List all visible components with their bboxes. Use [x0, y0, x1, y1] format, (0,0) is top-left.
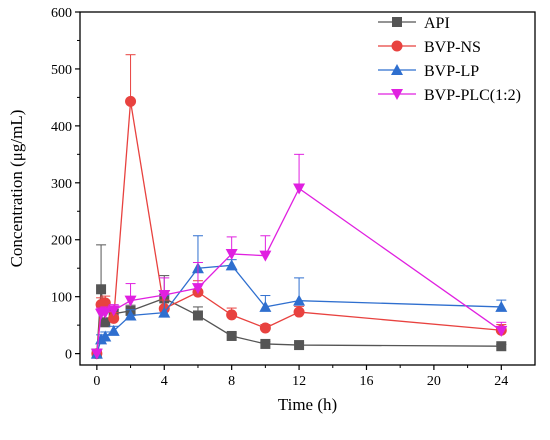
x-tick-label: 8	[228, 374, 235, 389]
x-tick-label: 0	[93, 374, 100, 389]
data-point	[496, 341, 507, 352]
data-point	[192, 310, 203, 321]
data-point	[226, 330, 237, 341]
y-tick-label: 600	[51, 6, 72, 21]
data-point	[259, 322, 271, 334]
x-axis-label: Time (h)	[278, 395, 337, 414]
data-point	[225, 248, 238, 260]
data-point	[108, 312, 120, 324]
series-bvp-plc-1-2-	[90, 153, 508, 360]
data-point	[99, 330, 112, 342]
data-point	[100, 317, 111, 328]
legend-item: API	[378, 15, 450, 32]
data-point	[99, 307, 112, 319]
legend-item: BVP-PLC(1:2)	[378, 87, 521, 104]
y-tick-label: 100	[51, 291, 72, 306]
data-point	[158, 289, 171, 301]
x-tick-label: 16	[359, 374, 373, 389]
data-point	[294, 340, 305, 351]
y-tick-label: 0	[65, 348, 72, 363]
y-axis-label: Concentration (μg/mL)	[7, 110, 26, 268]
data-point	[96, 284, 107, 295]
data-point	[125, 95, 137, 107]
data-point	[124, 295, 137, 307]
x-tick-label: 24	[494, 374, 508, 389]
legend-label: BVP-NS	[424, 39, 481, 56]
data-point	[293, 306, 305, 318]
data-point	[107, 305, 120, 317]
legend-label: BVP-PLC(1:2)	[424, 87, 521, 104]
legend-item: BVP-NS	[378, 39, 481, 56]
y-tick-label: 400	[51, 120, 72, 135]
plot-frame	[79, 11, 536, 366]
data-point	[495, 300, 508, 312]
legend-label: BVP-LP	[424, 63, 479, 80]
y-tick-label: 500	[51, 63, 72, 78]
data-point	[107, 324, 120, 336]
data-point	[259, 300, 272, 312]
data-point	[90, 348, 103, 360]
legend-item: BVP-LP	[378, 63, 479, 80]
data-point	[260, 338, 271, 349]
x-tick-label: 20	[427, 374, 441, 389]
data-point	[158, 306, 171, 318]
legend-label: API	[424, 15, 450, 32]
x-tick-label: 4	[161, 374, 168, 389]
data-point	[495, 325, 508, 337]
data-point	[293, 183, 306, 195]
data-point	[191, 283, 204, 295]
y-tick-label: 300	[51, 177, 72, 192]
x-tick-label: 12	[292, 374, 306, 389]
legend-marker	[392, 17, 402, 27]
data-point	[226, 309, 238, 321]
legend-marker	[391, 64, 403, 75]
legend-marker	[391, 40, 403, 52]
legend-marker	[391, 89, 403, 100]
data-point	[259, 250, 272, 262]
data-point	[293, 294, 306, 306]
data-point	[124, 309, 137, 321]
data-point	[225, 259, 238, 271]
y-tick-label: 200	[51, 234, 72, 249]
